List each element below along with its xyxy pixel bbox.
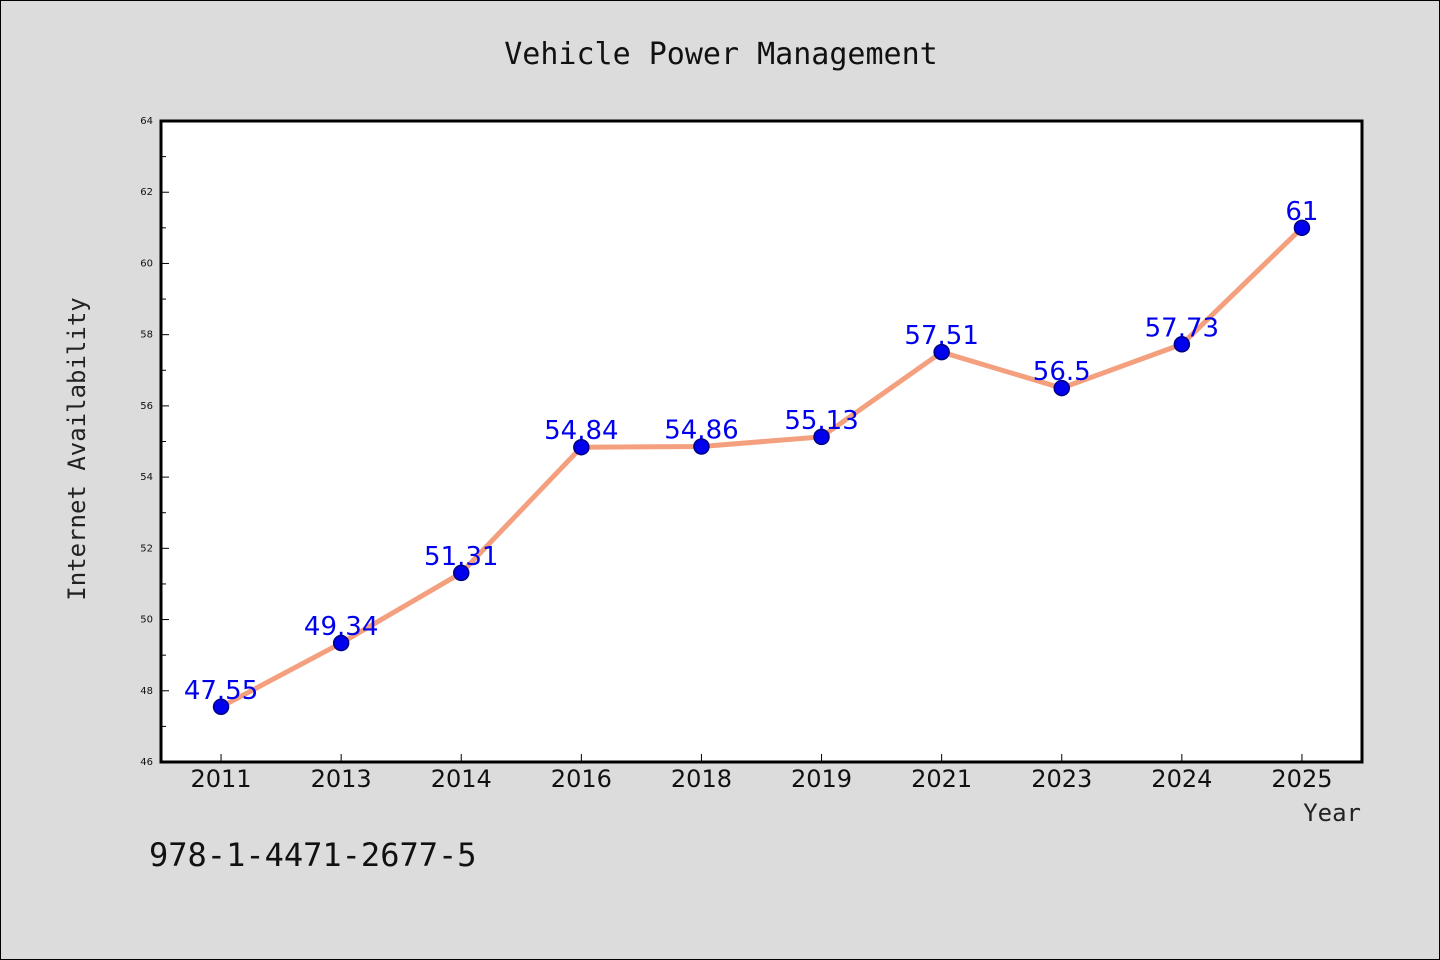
data-point-marker: [1173, 336, 1191, 353]
x-tick-label: 2025: [1271, 765, 1332, 793]
x-tick-label: 2023: [1031, 765, 1092, 793]
data-value-label: 57.73: [1145, 313, 1219, 343]
y-axis-title: Internet Availability: [63, 297, 91, 600]
data-labels: 47.55 49.34 51.31 54.84 54.86 55.13 57.51 56.5 5…: [184, 197, 1319, 706]
data-point-marker: [813, 428, 830, 446]
x-axis-title: Year: [1303, 799, 1361, 827]
y-tick-label: 62: [140, 187, 153, 198]
data-point-marker: [573, 438, 590, 456]
isbn-text: 978-1-4471-2677-5: [149, 836, 477, 874]
data-point-marker: [693, 438, 710, 455]
y-tick-label: 48: [140, 686, 153, 697]
series-line-group: [218, 225, 1305, 710]
data-point-marker: [453, 564, 470, 582]
data-point-marker: [1053, 379, 1070, 397]
data-value-label: 57.51: [904, 321, 978, 351]
data-value-label: 55.13: [784, 406, 858, 436]
data-point-marker: [332, 634, 350, 652]
data-value-label: 54.86: [664, 415, 738, 445]
data-point-marker: [1293, 219, 1311, 237]
x-tick-label: 2011: [191, 765, 252, 793]
y-tick-label: 52: [140, 543, 153, 554]
y-tick-label: 56: [140, 401, 153, 412]
plot-frame: [159, 119, 1364, 764]
y-tick-label: 54: [140, 472, 153, 483]
x-tick-label: 2024: [1151, 765, 1212, 793]
data-point-marker: [933, 343, 950, 361]
data-value-label: 56.5: [1033, 357, 1091, 387]
data-value-label: 51.31: [424, 542, 498, 572]
data-value-label: 47.55: [184, 676, 258, 706]
data-value-label: 49.34: [304, 612, 378, 642]
x-axis: 2011 2013 2014 2016 2018 2019 2021 2023 2024 2025: [191, 754, 1332, 793]
y-tick-label: 60: [140, 258, 153, 269]
x-tick-label: 2016: [551, 765, 612, 793]
x-tick-label: 2021: [911, 765, 972, 793]
data-markers: [212, 219, 1311, 716]
x-tick-label: 2013: [311, 765, 372, 793]
y-tick-label: 58: [140, 330, 153, 341]
y-tick-label: 46: [140, 757, 153, 768]
y-tick-label: 50: [140, 615, 153, 626]
y-tick-label: 64: [140, 116, 153, 127]
x-tick-label: 2019: [791, 765, 852, 793]
x-tick-label: 2018: [671, 765, 732, 793]
x-tick-label: 2014: [431, 765, 492, 793]
data-value-label: 61: [1285, 197, 1318, 227]
series-line: [218, 225, 1305, 710]
data-point-marker: [212, 698, 230, 716]
chart-title: Vehicle Power Management: [504, 37, 937, 72]
data-value-label: 54.84: [544, 416, 618, 446]
